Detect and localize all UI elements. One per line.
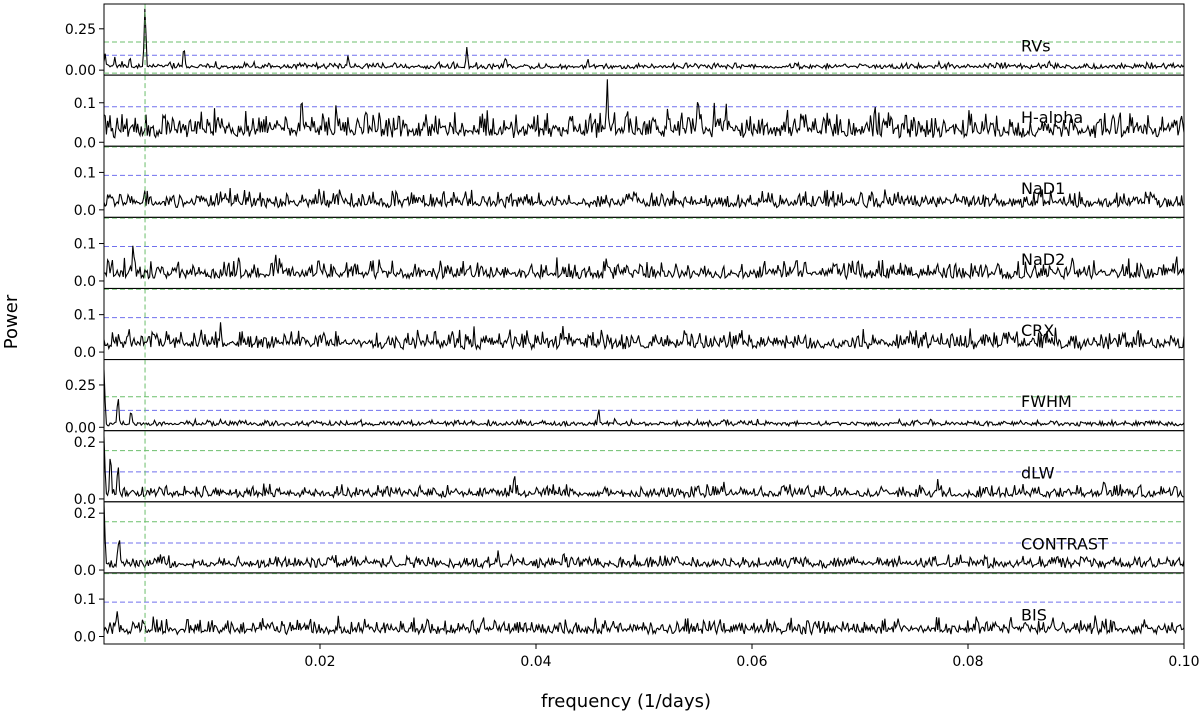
y-tick-label: 0.1 [74, 308, 96, 324]
periodogram-line [104, 501, 1184, 570]
periodogram-panels: 0.00 0.25 RVs 0.0 0.1 H-alpha 0.0 0.1 NaD1 0.0 0.1… [65, 3, 1185, 646]
panel-label: FWHM [1021, 392, 1072, 411]
periodogram-line [104, 611, 1184, 636]
y-tick-label: 0.2 [74, 435, 96, 451]
y-tick-label: 0.1 [74, 96, 96, 112]
x-tick-label: 0.02 [304, 654, 335, 670]
panel-label: CONTRAST [1021, 534, 1108, 553]
y-tick-label: 0.0 [74, 630, 96, 646]
panel-crx: 0.0 0.1 CRX [74, 287, 1185, 361]
y-tick-label: 0.25 [65, 378, 96, 394]
x-tick-label: 0.04 [520, 654, 551, 670]
panel-nad2: 0.0 0.1 NaD2 [74, 216, 1185, 290]
panel-frame [103, 572, 1185, 645]
y-tick-label: 0.0 [74, 563, 96, 579]
y-tick-label: 0.25 [65, 22, 96, 38]
y-tick-label: 0.00 [65, 420, 96, 436]
periodogram-line [104, 436, 1184, 500]
periodogram-line [104, 79, 1184, 139]
y-tick-label: 0.0 [74, 274, 96, 290]
y-tick-label: 0.0 [74, 345, 96, 361]
panel-label: CRX [1021, 321, 1054, 340]
panel-dlw: 0.0 0.2 dLW [74, 430, 1185, 508]
x-tick-label: 0.06 [736, 654, 767, 670]
x-tick-label: 0.10 [1168, 654, 1199, 670]
panel-label: NaD1 [1021, 179, 1065, 198]
panel-bis: 0.0 0.1 BIS [74, 572, 1185, 646]
panel-label: RVs [1021, 37, 1051, 56]
y-tick-label: 0.2 [74, 506, 96, 522]
panel-label: dLW [1021, 463, 1055, 482]
x-tick-label: 0.08 [952, 654, 983, 670]
y-tick-label: 0.0 [74, 135, 96, 151]
periodogram-line [104, 188, 1184, 210]
x-axis-label: frequency (1/days) [541, 691, 711, 712]
y-tick-label: 0.1 [74, 165, 96, 181]
panel-fwhm: 0.00 0.25 FWHM [65, 359, 1185, 436]
panel-h-alpha: 0.0 0.1 H-alpha [74, 72, 1185, 151]
periodogram-line [104, 322, 1184, 352]
panel-label: NaD2 [1021, 250, 1065, 269]
panel-label: BIS [1021, 606, 1047, 625]
periodogram-line [104, 369, 1184, 428]
y-axis-label: Power [1, 294, 22, 349]
panel-nad1: 0.0 0.1 NaD1 [74, 145, 1185, 219]
panel-label: H-alpha [1021, 108, 1083, 127]
y-tick-label: 0.0 [74, 203, 96, 219]
panel-rvs: 0.00 0.25 RVs [65, 3, 1185, 79]
y-tick-label: 0.1 [74, 592, 96, 608]
y-tick-label: 0.00 [65, 63, 96, 79]
periodogram-line [104, 245, 1184, 281]
y-tick-label: 0.1 [74, 237, 96, 253]
periodogram-line [104, 8, 1184, 71]
x-axis: 0.02 0.04 0.06 0.08 0.10 [304, 644, 1200, 670]
panel-contrast: 0.0 0.2 CONTRAST [74, 501, 1185, 579]
y-tick-label: 0.0 [74, 492, 96, 508]
